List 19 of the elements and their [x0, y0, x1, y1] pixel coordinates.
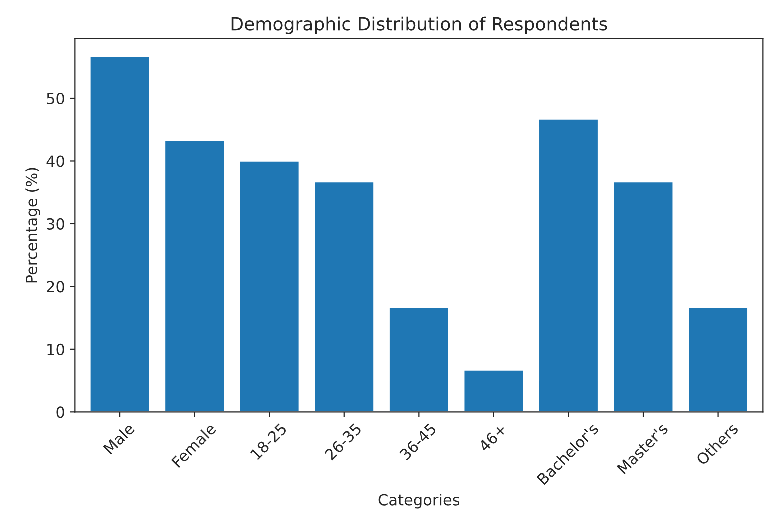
- x-tick-label: 46+: [478, 423, 508, 453]
- x-axis-title: Categories: [378, 494, 460, 509]
- y-axis-title: Percentage (%): [26, 168, 40, 283]
- y-tick-label: 40: [46, 156, 64, 168]
- y-tick-label: 20: [47, 281, 64, 293]
- y-tick-label: 10: [48, 344, 64, 356]
- bar: [314, 181, 375, 412]
- bar: [538, 118, 600, 412]
- y-tick-label: 50: [47, 92, 64, 105]
- bar: [388, 306, 450, 412]
- bar: [164, 140, 226, 412]
- chart-title: Demographic Distribution of Respondents: [232, 16, 608, 34]
- bar: [688, 306, 749, 412]
- bar: [463, 369, 525, 412]
- y-tick-label: 0: [56, 406, 64, 418]
- y-tick-label: 30: [47, 218, 64, 230]
- bar: [238, 160, 300, 412]
- bar: [612, 181, 674, 412]
- bar: [89, 56, 151, 412]
